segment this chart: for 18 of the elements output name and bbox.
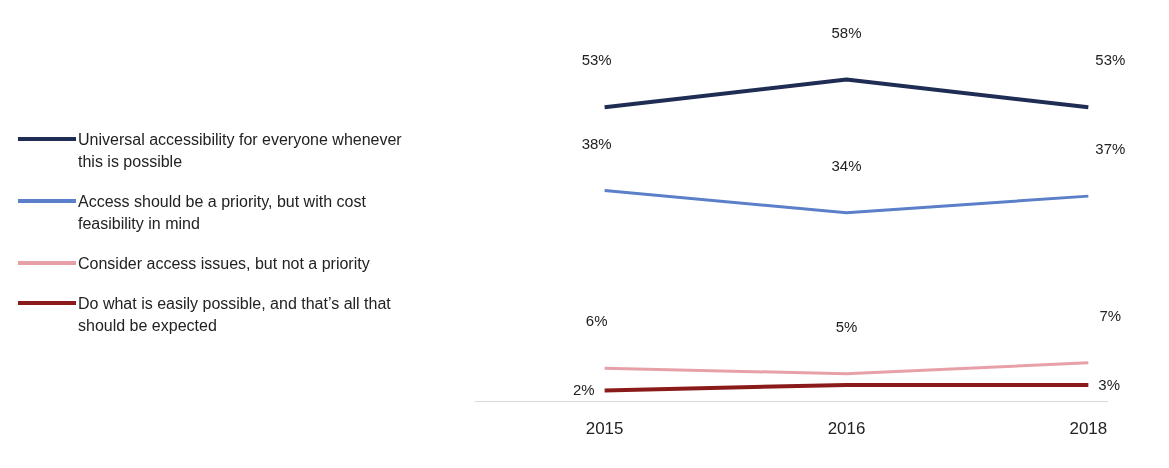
data-label: 34%	[831, 156, 862, 174]
data-label: 6%	[585, 312, 608, 330]
x-tick-label: 2015	[585, 418, 624, 438]
data-label: 58%	[831, 23, 862, 41]
data-label: 2%	[572, 381, 595, 399]
legend-label: Do what is easily possible, and that’s all that should be expected	[78, 294, 392, 336]
legend-label: Consider access issues, but not a priority	[78, 254, 371, 274]
data-label: 53%	[581, 51, 612, 69]
x-tick-label: 2016	[827, 418, 866, 438]
x-tick-label: 2018	[1069, 418, 1108, 438]
data-label: 38%	[581, 134, 612, 152]
data-label: 37%	[1095, 140, 1126, 158]
data-label: 7%	[1099, 306, 1121, 324]
data-label: 5%	[835, 317, 858, 335]
legend-label: Universal accessibility for everyone whenever this is possible	[78, 130, 403, 172]
legend-label: Access should be a priority, but with cost feasibility in mind	[78, 192, 367, 234]
data-label: 53%	[1095, 51, 1126, 69]
data-label: 3%	[1098, 375, 1120, 393]
